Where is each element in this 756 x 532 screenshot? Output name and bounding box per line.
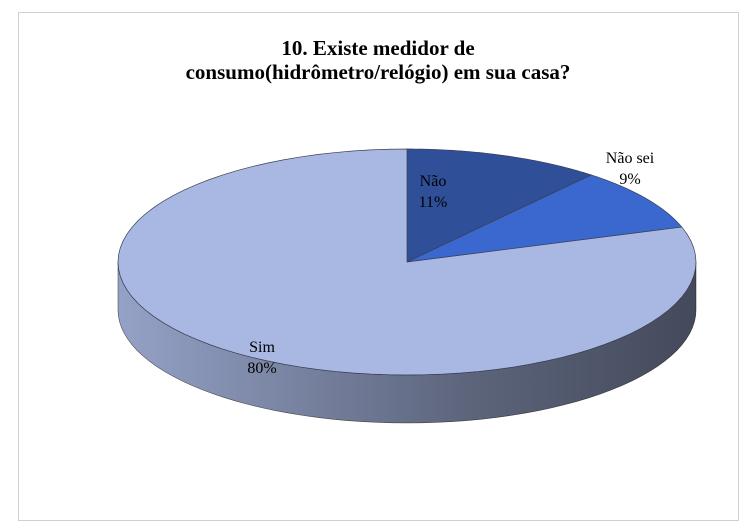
data-label-value: 9% [619,171,640,188]
slice-side-shade [118,262,696,423]
slice [406,174,683,263]
data-label-name: Não [420,173,447,190]
chart-title: 10. Existe medidor de consumo(hidrômetro… [185,36,571,84]
data-label-name: Sim [249,339,275,356]
slice [406,148,593,263]
data-label-value: 80% [247,360,276,377]
data-label-name: Não sei [606,150,655,167]
slice [117,148,697,376]
data-label-value: 11% [419,194,448,211]
